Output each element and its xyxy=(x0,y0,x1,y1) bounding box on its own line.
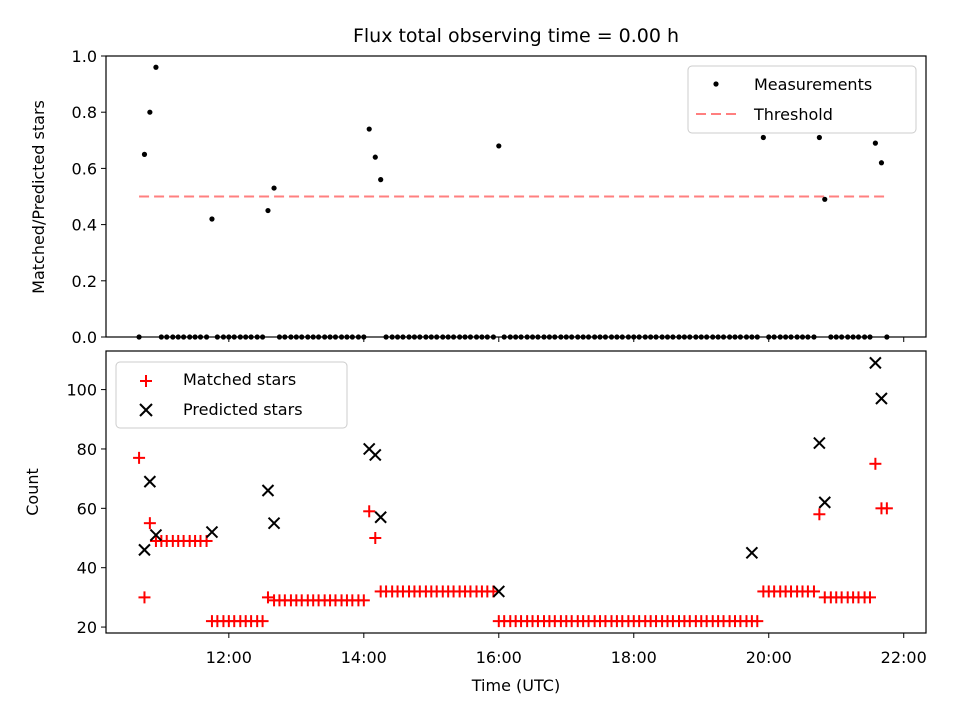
legend-measurements-marker xyxy=(713,81,719,87)
measurement-point xyxy=(147,109,153,115)
x-tick-label: 18:00 xyxy=(611,648,657,667)
matched-star-point xyxy=(363,505,376,518)
predicted-star-point xyxy=(205,525,219,539)
bottom-y-tick-label: 60 xyxy=(77,499,97,518)
measurement-point xyxy=(496,143,502,149)
measurement-point xyxy=(372,154,378,160)
predicted-star-point xyxy=(374,511,387,524)
bottom-y-tick-label: 20 xyxy=(77,618,97,637)
predicted-star-point xyxy=(267,516,281,530)
legend-measurements-label: Measurements xyxy=(754,75,872,94)
bottom-y-ticks: 20 40 60 80 100 xyxy=(66,381,106,637)
top-y-tick-label: 0.8 xyxy=(72,103,97,122)
top-y-tick-label: 0.4 xyxy=(72,216,97,235)
predicted-star-point xyxy=(813,436,826,450)
predicted-star-point xyxy=(875,392,888,405)
measurement-point xyxy=(872,140,878,146)
matched-star-point xyxy=(807,585,820,598)
x-tick-label: 14:00 xyxy=(341,648,387,667)
predicted-star-point xyxy=(369,448,382,462)
predicted-star-point xyxy=(261,484,275,497)
x-axis-label: Time (UTC) xyxy=(471,676,560,695)
bottom-y-axis-label: Count xyxy=(23,468,42,516)
x-tick-label: 16:00 xyxy=(476,648,522,667)
matched-star-point xyxy=(369,532,382,545)
x-tick-label: 22:00 xyxy=(881,648,927,667)
top-y-tick-label: 0.6 xyxy=(72,159,97,178)
matched-star-point xyxy=(357,594,370,607)
chart-title: Flux total observing time = 0.00 h xyxy=(353,25,679,47)
measurement-point xyxy=(822,196,828,202)
matched-star-point xyxy=(261,591,274,604)
predicted-star-point xyxy=(143,475,157,488)
top-y-tick-label: 0.0 xyxy=(72,328,97,347)
top-legend: Measurements Threshold xyxy=(687,65,917,134)
measurement-point xyxy=(760,134,766,141)
top-plot-frame xyxy=(105,55,927,338)
measurement-point xyxy=(141,151,148,157)
legend-matched-marker xyxy=(140,375,152,387)
measurement-point xyxy=(366,126,372,132)
top-panel: 0.0 0.2 0.4 0.6 0.8 1.0 Matched/Predicted sta… xyxy=(29,47,927,347)
measurement-point xyxy=(271,185,277,191)
top-y-tick-label: 1.0 xyxy=(72,47,97,66)
bottom-y-tick-label: 80 xyxy=(77,440,97,459)
predicted-star-point xyxy=(818,496,831,509)
matched-star-point xyxy=(751,615,764,628)
matched-star-point xyxy=(256,615,269,628)
matched-star-point xyxy=(813,508,826,521)
x-tick-label: 12:00 xyxy=(206,648,252,667)
matched-star-point xyxy=(880,502,893,515)
legend-predicted-label: Predicted stars xyxy=(183,400,303,419)
matched-star-point xyxy=(869,457,882,470)
matched-star-point xyxy=(143,517,156,530)
matched-star-point xyxy=(863,591,876,604)
bottom-plot-frame xyxy=(105,350,927,634)
legend-threshold-label: Threshold xyxy=(753,105,833,124)
x-tick-label: 20:00 xyxy=(746,648,792,667)
predicted-star-point xyxy=(138,543,151,557)
measurement-point xyxy=(209,216,215,222)
top-y-tick-label: 0.2 xyxy=(72,272,97,291)
top-y-axis-label: Matched/Predicted stars xyxy=(29,100,48,294)
predicted-star-point xyxy=(869,356,882,370)
predicted-star-point xyxy=(492,585,505,598)
top-y-ticks: 0.0 0.2 0.4 0.6 0.8 1.0 xyxy=(72,47,106,347)
predicted-star-point xyxy=(745,546,759,560)
legend-predicted-marker xyxy=(139,403,153,417)
matched-stars-points xyxy=(133,451,893,628)
bottom-y-tick-label: 100 xyxy=(66,381,97,400)
measurement-point xyxy=(816,134,822,141)
bottom-legend: Matched stars Predicted stars xyxy=(115,361,348,429)
measurement-point xyxy=(378,177,384,183)
predicted-star-point xyxy=(149,528,163,542)
measurement-point xyxy=(878,160,885,166)
predicted-stars-points xyxy=(138,356,888,598)
bottom-y-tick-label: 40 xyxy=(77,559,97,578)
measurement-point xyxy=(153,64,159,70)
measurement-point xyxy=(265,207,271,214)
matched-star-point xyxy=(133,451,146,464)
legend-matched-label: Matched stars xyxy=(183,370,296,389)
bottom-x-ticks: 12:00 14:00 16:00 18:00 20:00 22:00 xyxy=(206,633,927,667)
matched-star-point xyxy=(138,591,151,604)
bottom-panel: 20 40 60 80 100 12:00 14:00 16:00 18:00 20:00 22:… xyxy=(23,350,927,695)
